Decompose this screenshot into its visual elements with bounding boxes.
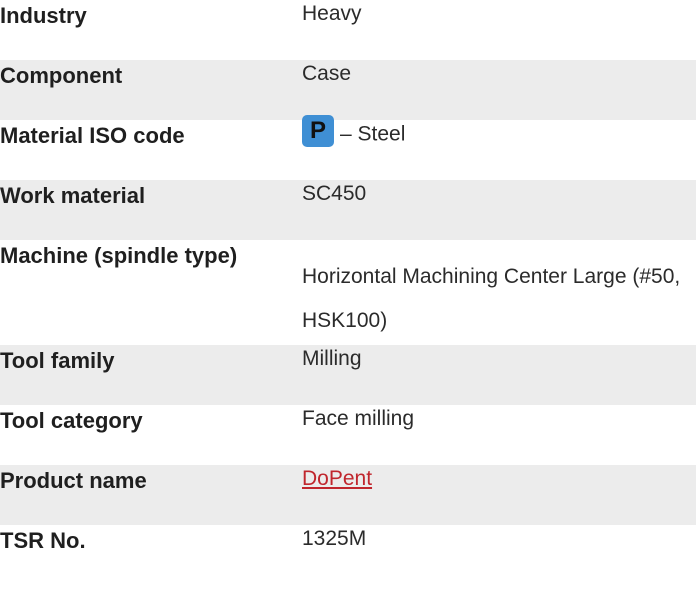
row-label: Tool family (0, 348, 115, 373)
table-row-machine: Machine (spindle type) Horizontal Machin… (0, 240, 696, 345)
row-value: P – Steel (302, 115, 696, 180)
row-label: Product name (0, 468, 147, 493)
row-label: TSR No. (0, 528, 86, 553)
row-value: Face milling (302, 407, 415, 430)
table-row-material-iso-code: Material ISO code P – Steel (0, 115, 696, 180)
row-value: Horizontal Machining Center Large (#50, … (302, 265, 681, 332)
product-name-link[interactable]: DoPent (302, 467, 373, 490)
table-row-component: Component Case (0, 60, 696, 120)
row-value: Heavy (302, 2, 362, 25)
row-label: Material ISO code (0, 123, 185, 148)
row-label: Work material (0, 183, 146, 208)
iso-p-badge-icon: P (302, 115, 334, 148)
row-label: Machine (spindle type) (0, 243, 238, 268)
row-label: Component (0, 63, 123, 88)
row-value: Milling (302, 347, 362, 370)
table-row-work-material: Work material SC450 (0, 180, 696, 240)
row-value: SC450 (302, 182, 367, 205)
table-row-tsr-no: TSR No. 1325M (0, 525, 696, 585)
row-value: Case (302, 62, 352, 85)
row-value: DoPent (302, 465, 696, 525)
table-row-industry: Industry Heavy (0, 0, 696, 60)
row-label: Tool category (0, 408, 143, 433)
iso-material-text: – Steel (340, 122, 406, 146)
spec-table: Industry Heavy Component Case Material I… (0, 0, 696, 585)
row-value: 1325M (302, 527, 367, 550)
table-row-tool-category: Tool category Face milling (0, 405, 696, 465)
table-row-product-name: Product name DoPent (0, 465, 696, 525)
table-row-tool-family: Tool family Milling (0, 345, 696, 405)
row-label: Industry (0, 3, 87, 28)
